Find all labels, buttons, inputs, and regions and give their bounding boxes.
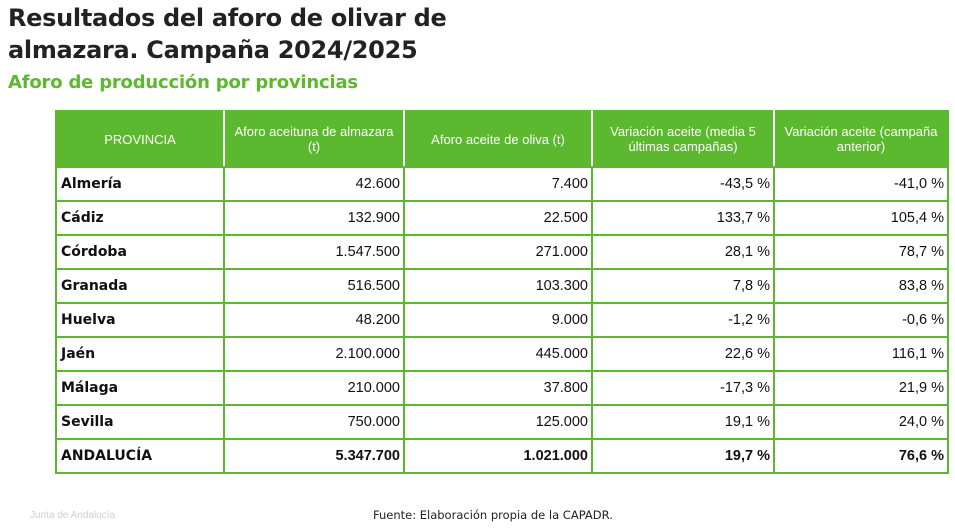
total-variacion-anterior-cell: 76,6 %: [773, 438, 949, 474]
aceite-cell: 9.000: [403, 302, 593, 338]
aceite-cell: 22.500: [403, 200, 593, 236]
aceituna-cell: 132.900: [223, 200, 405, 236]
aceite-cell: 103.300: [403, 268, 593, 304]
aceite-cell: 37.800: [403, 370, 593, 406]
variacion-anterior-cell: 105,4 %: [773, 200, 949, 236]
header-row: PROVINCIA Aforo aceituna de almazara (t)…: [55, 110, 949, 168]
variacion-media-cell: 28,1 %: [591, 234, 775, 270]
column-header-aforo-aceite: Aforo aceite de oliva (t): [403, 110, 593, 168]
table-row: Granada 516.500 103.300 7,8 % 83,8 %: [55, 268, 949, 304]
aceituna-cell: 1.547.500: [223, 234, 405, 270]
table-row: Córdoba 1.547.500 271.000 28,1 % 78,7 %: [55, 234, 949, 270]
column-header-provincia: PROVINCIA: [55, 110, 225, 168]
aceituna-cell: 516.500: [223, 268, 405, 304]
variacion-media-cell: 22,6 %: [591, 336, 775, 372]
aceite-cell: 271.000: [403, 234, 593, 270]
column-header-variacion-anterior: Variación aceite (campaña anterior): [773, 110, 949, 168]
variacion-anterior-cell: 78,7 %: [773, 234, 949, 270]
column-header-variacion-media: Variación aceite (media 5 últimas campañ…: [591, 110, 775, 168]
variacion-anterior-cell: 116,1 %: [773, 336, 949, 372]
variacion-media-cell: 19,1 %: [591, 404, 775, 440]
column-header-aforo-aceituna: Aforo aceituna de almazara (t): [223, 110, 405, 168]
provincia-cell: Córdoba: [55, 234, 225, 270]
variacion-anterior-cell: -41,0 %: [773, 166, 949, 202]
table-row: Huelva 48.200 9.000 -1,2 % -0,6 %: [55, 302, 949, 338]
variacion-media-cell: -17,3 %: [591, 370, 775, 406]
table-header: PROVINCIA Aforo aceituna de almazara (t)…: [55, 110, 949, 168]
total-aceituna-cell: 5.347.700: [223, 438, 405, 474]
total-aceite-cell: 1.021.000: [403, 438, 593, 474]
table-row: Cádiz 132.900 22.500 133,7 % 105,4 %: [55, 200, 949, 236]
page-title: Resultados del aforo de olivar de almaza…: [8, 2, 447, 66]
total-row: ANDALUCÍA 5.347.700 1.021.000 19,7 % 76,…: [55, 438, 949, 474]
variacion-media-cell: 7,8 %: [591, 268, 775, 304]
aceituna-cell: 750.000: [223, 404, 405, 440]
table-row: Jaén 2.100.000 445.000 22,6 % 116,1 %: [55, 336, 949, 372]
total-label-cell: ANDALUCÍA: [55, 438, 225, 474]
variacion-media-cell: 133,7 %: [591, 200, 775, 236]
variacion-media-cell: -1,2 %: [591, 302, 775, 338]
variacion-media-cell: -43,5 %: [591, 166, 775, 202]
provincia-cell: Málaga: [55, 370, 225, 406]
title-line-1: Resultados del aforo de olivar de: [8, 4, 447, 32]
aceite-cell: 125.000: [403, 404, 593, 440]
provincia-cell: Jaén: [55, 336, 225, 372]
provincia-cell: Huelva: [55, 302, 225, 338]
title-line-2: almazara. Campaña 2024/2025: [8, 36, 418, 64]
table-row: Sevilla 750.000 125.000 19,1 % 24,0 %: [55, 404, 949, 440]
junta-watermark: Junta de Andalucía: [30, 510, 116, 521]
aceituna-cell: 48.200: [223, 302, 405, 338]
page-subtitle: Aforo de producción por provincias: [8, 72, 358, 93]
aceite-cell: 445.000: [403, 336, 593, 372]
table-row: Málaga 210.000 37.800 -17,3 % 21,9 %: [55, 370, 949, 406]
aceituna-cell: 210.000: [223, 370, 405, 406]
provincia-cell: Cádiz: [55, 200, 225, 236]
aforo-table: PROVINCIA Aforo aceituna de almazara (t)…: [55, 110, 949, 474]
aceituna-cell: 42.600: [223, 166, 405, 202]
variacion-anterior-cell: 24,0 %: [773, 404, 949, 440]
source-note: Fuente: Elaboración propia de la CAPADR.: [373, 508, 613, 522]
provincia-cell: Sevilla: [55, 404, 225, 440]
table-row: Almería 42.600 7.400 -43,5 % -41,0 %: [55, 166, 949, 202]
table-body: Almería 42.600 7.400 -43,5 % -41,0 % Cád…: [55, 166, 949, 474]
provincia-cell: Almería: [55, 166, 225, 202]
variacion-anterior-cell: 21,9 %: [773, 370, 949, 406]
provincia-cell: Granada: [55, 268, 225, 304]
aceituna-cell: 2.100.000: [223, 336, 405, 372]
variacion-anterior-cell: 83,8 %: [773, 268, 949, 304]
total-variacion-media-cell: 19,7 %: [591, 438, 775, 474]
variacion-anterior-cell: -0,6 %: [773, 302, 949, 338]
aceite-cell: 7.400: [403, 166, 593, 202]
